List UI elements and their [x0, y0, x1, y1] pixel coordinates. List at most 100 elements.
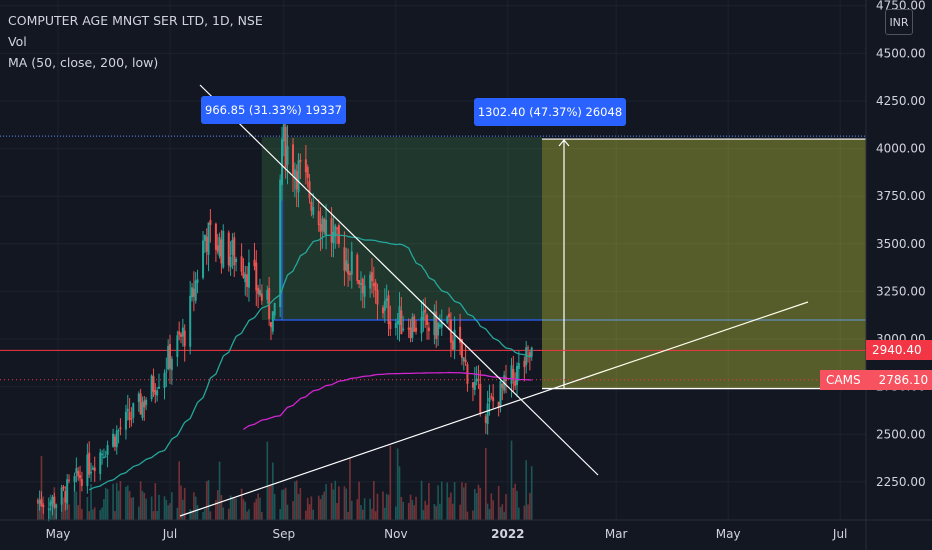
candle-body — [459, 326, 462, 343]
candle-body — [77, 471, 80, 477]
candle-body — [376, 289, 379, 305]
candle-body — [460, 338, 463, 358]
volume-bar — [139, 481, 142, 520]
candle-body — [400, 310, 403, 335]
candle-body — [170, 358, 173, 371]
volume-bar — [338, 486, 340, 520]
candle-body — [227, 232, 230, 266]
candle-body — [47, 508, 50, 510]
candle-body — [192, 288, 195, 297]
candle-body — [325, 219, 328, 236]
volume-bar — [253, 502, 256, 520]
volume-bar — [235, 498, 237, 520]
candle-body — [510, 365, 513, 384]
candle-body — [369, 274, 372, 289]
volume-bar — [114, 511, 116, 520]
volume-bar — [466, 511, 469, 520]
candle-body — [86, 454, 89, 487]
volume-bar — [104, 487, 107, 520]
volume-bar — [530, 466, 533, 520]
candle-body — [501, 383, 504, 388]
volume-bar — [191, 510, 193, 520]
measurement-boxes — [0, 135, 866, 390]
volume-bar — [305, 510, 307, 520]
volume-bar — [437, 485, 439, 520]
candle-body — [438, 324, 441, 327]
candle-body — [281, 139, 283, 185]
candle-body — [220, 239, 223, 264]
candle-body — [178, 331, 181, 335]
candle-body — [359, 283, 362, 285]
candle-body — [181, 327, 184, 337]
cams-price-tag: CAMS 2786.10 — [820, 369, 932, 390]
moving-averages — [88, 234, 532, 491]
volume-bar — [145, 498, 147, 520]
volume-bar — [207, 480, 210, 520]
candle-body — [370, 272, 373, 282]
candle-body — [271, 311, 274, 332]
volume-bar — [171, 492, 173, 520]
ascending-trendline — [179, 375, 591, 517]
candle-body — [112, 433, 115, 447]
candle-body — [139, 393, 142, 415]
candle-body — [104, 456, 107, 458]
candle-body — [473, 381, 476, 390]
candle-body — [497, 401, 500, 408]
candle-body — [361, 278, 364, 294]
volume-bar — [112, 483, 114, 520]
volume-bar — [488, 509, 491, 520]
candle-body — [163, 373, 166, 388]
volume-bar — [294, 481, 296, 520]
candle-body — [525, 347, 528, 366]
volume-bar — [132, 497, 135, 520]
candle-body — [80, 479, 83, 486]
candle-body — [440, 321, 443, 328]
volume-bar — [299, 487, 302, 520]
candle-body — [93, 467, 96, 472]
candle-body — [124, 411, 127, 430]
candle-body — [471, 382, 474, 388]
volume-bar — [154, 483, 157, 520]
volume-bar — [407, 503, 410, 520]
candle-body — [75, 468, 78, 474]
symbol-title[interactable]: COMPUTER AGE MNGT SER LTD, 1D, NSE — [8, 13, 263, 28]
volume-bar — [205, 481, 208, 520]
volume-bar — [510, 440, 513, 520]
volume-bar — [497, 485, 500, 520]
volume-bar — [475, 493, 478, 520]
candle-body — [462, 357, 465, 362]
currency-button[interactable]: INR — [885, 9, 913, 35]
measurement-label-2[interactable]: 1302.40 (47.37%) 26048 — [474, 98, 626, 127]
candle-body — [137, 393, 140, 403]
ma-indicator-label[interactable]: MA (50, close, 200, low) — [8, 55, 159, 70]
candle-body — [266, 289, 269, 300]
candle-body — [323, 218, 326, 233]
candle-body — [477, 379, 480, 381]
candle-body — [334, 225, 337, 237]
volume-bar — [473, 488, 476, 520]
volume-bar — [518, 507, 520, 520]
volume-bar — [308, 504, 311, 520]
measurement-label-1[interactable]: 966.85 (31.33%) 19337 — [201, 96, 346, 125]
volume-bar — [248, 509, 250, 520]
candle-body — [312, 207, 315, 215]
candle-body — [330, 218, 333, 243]
volume-bar — [216, 490, 219, 520]
volume-bar — [37, 497, 39, 520]
volume-bar — [413, 505, 415, 520]
chart-grid — [0, 0, 866, 520]
candle-body — [411, 317, 414, 338]
candle-body — [492, 397, 495, 402]
candle-body — [222, 230, 225, 268]
candle-body — [517, 363, 520, 370]
volume-indicator-label[interactable]: Vol — [8, 34, 27, 49]
candle-body — [286, 146, 289, 165]
candle-body — [427, 327, 430, 332]
candle-body — [415, 327, 418, 332]
candle-body — [284, 126, 287, 168]
candle-body — [488, 397, 491, 402]
volume-bar — [462, 487, 465, 520]
volume-bar — [477, 484, 480, 520]
volume-bar — [92, 509, 94, 520]
